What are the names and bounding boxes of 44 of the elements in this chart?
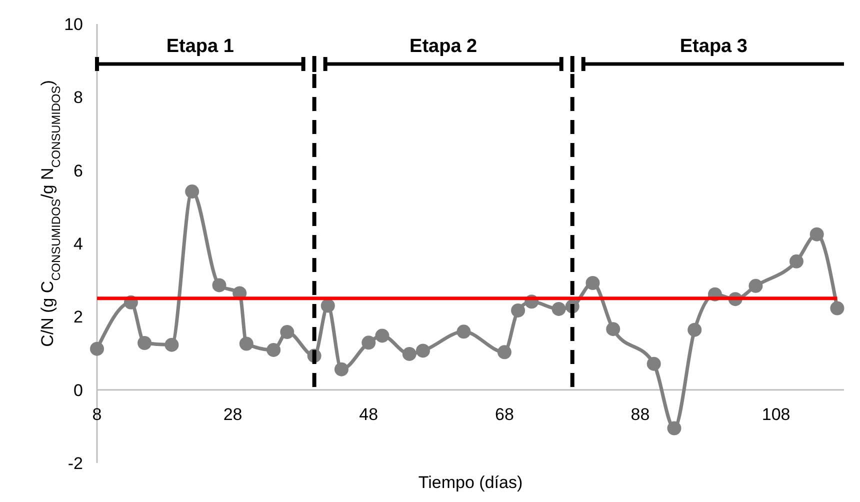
point (586, 276, 600, 290)
annotation: Etapa 2 (410, 36, 478, 57)
point (138, 336, 152, 350)
x-tick-label: 108 (762, 404, 790, 424)
x-tick-label: 48 (359, 404, 378, 424)
point (90, 342, 104, 356)
y-tick-label: -2 (68, 454, 83, 473)
y-tick-label: 4 (74, 234, 83, 254)
point (606, 322, 620, 336)
x-tick-label: 8 (92, 404, 102, 424)
point (185, 184, 200, 199)
x-tick-label: 28 (223, 404, 242, 424)
point (266, 342, 281, 357)
y-tick-label: 2 (74, 308, 83, 327)
point (375, 328, 390, 343)
y-tick-label: 6 (74, 161, 83, 180)
point (456, 324, 471, 339)
point (212, 278, 226, 292)
point (239, 336, 254, 351)
point (280, 325, 294, 340)
point (362, 336, 376, 350)
point (646, 356, 661, 371)
x-tick-label: 88 (630, 404, 650, 424)
annotation: Etapa 1 (166, 36, 234, 57)
point (748, 278, 763, 293)
point (416, 344, 430, 358)
point (511, 303, 526, 318)
x-tick-label: 68 (494, 404, 514, 424)
point (497, 345, 512, 360)
point (334, 362, 348, 376)
y-tick-label: 0 (74, 380, 83, 400)
point (688, 322, 702, 337)
y-tick-label: 10 (64, 14, 83, 34)
y-tick-label: 8 (74, 88, 83, 108)
point (810, 227, 824, 242)
point (552, 302, 566, 316)
point (402, 346, 416, 361)
point (830, 301, 844, 316)
x-axis-title: Tiempo (días) (418, 473, 523, 492)
annotation: Etapa 3 (680, 36, 748, 57)
point (164, 338, 179, 352)
point (789, 254, 804, 268)
point (320, 298, 335, 313)
point (667, 421, 682, 436)
